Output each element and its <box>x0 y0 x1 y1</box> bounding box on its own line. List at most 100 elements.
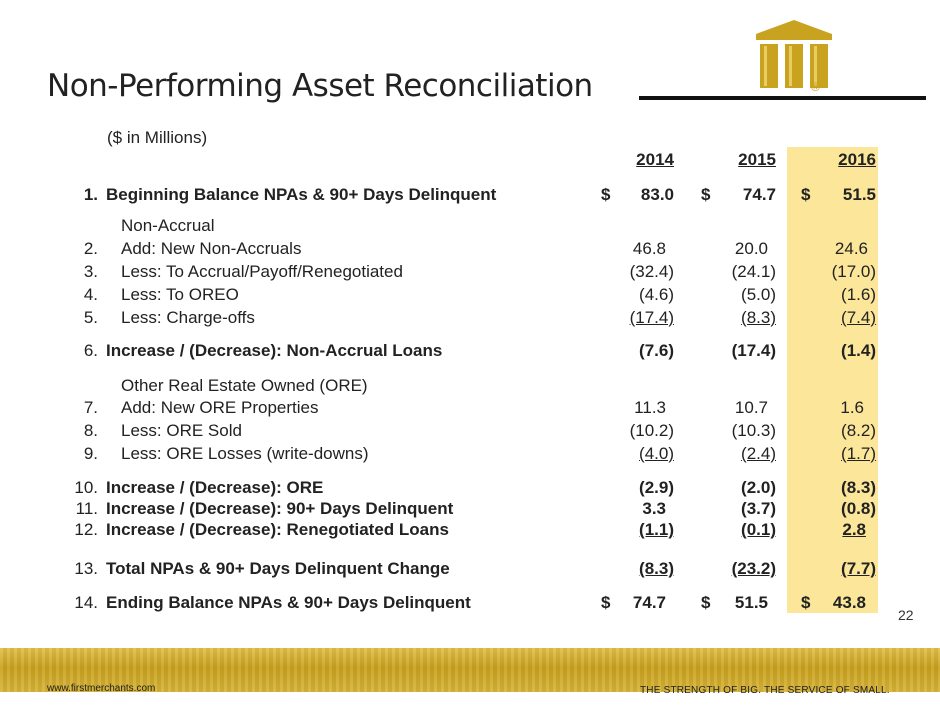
value-2014: (4.0) <box>639 444 674 463</box>
value-2015: (3.7) <box>741 499 776 518</box>
value-2015: (2.0) <box>741 478 776 497</box>
row-number: 3. <box>83 262 98 281</box>
row-number: 14. <box>74 593 98 612</box>
value-2016: (1.4) <box>841 341 876 360</box>
table-row: 8. Less: ORE Sold (10.2) (10.3) (8.2) <box>0 421 940 443</box>
value-2015: 51.5 <box>734 593 768 612</box>
row-label: Add: New ORE Properties <box>121 398 319 417</box>
value-2016: (1.6) <box>841 285 876 304</box>
table-row: 10. Increase / (Decrease): ORE (2.9) (2.… <box>0 478 940 500</box>
table-row: 9. Less: ORE Losses (write-downs) (4.0) … <box>0 444 940 466</box>
value-2014: (32.4) <box>629 262 674 281</box>
dollar-sign: $ <box>601 185 611 204</box>
value-2015: (24.1) <box>731 262 776 281</box>
value-2014: 74.7 <box>632 593 666 612</box>
value-2016: 1.6 <box>840 398 864 417</box>
row-number: 11. <box>75 499 98 518</box>
row-label: Add: New Non-Accruals <box>121 239 302 258</box>
slide-title: Non-Performing Asset Reconciliation <box>47 68 593 104</box>
footer-tagline: THE STRENGTH OF BIG. THE SERVICE OF SMAL… <box>640 685 890 696</box>
table-row: 7. Add: New ORE Properties 11.3 10.7 1.6 <box>0 398 940 420</box>
row-label: Less: To OREO <box>121 285 239 304</box>
footer-website-link[interactable]: www.firstmerchants.com <box>47 683 156 694</box>
table-row: 5. Less: Charge-offs (17.4) (8.3) (7.4) <box>0 308 940 330</box>
row-number: 1. <box>83 185 98 204</box>
value-2016: (17.0) <box>831 262 876 281</box>
value-2014: (4.6) <box>639 285 674 304</box>
value-2014: (10.2) <box>629 421 674 440</box>
row-label: Less: Charge-offs <box>121 308 255 327</box>
table-row: 12. Increase / (Decrease): Renegotiated … <box>0 520 940 542</box>
highlight-2016-column <box>787 147 878 613</box>
row-number: 2. <box>83 239 98 258</box>
value-2016: 51.5 <box>842 185 876 204</box>
dollar-sign: $ <box>801 593 811 612</box>
value-2016: (8.2) <box>841 421 876 440</box>
value-2015: (5.0) <box>741 285 776 304</box>
value-2015: (10.3) <box>731 421 776 440</box>
value-2016: (7.7) <box>841 559 876 578</box>
row-label: Less: ORE Sold <box>121 421 242 440</box>
row-number: 6. <box>83 341 98 360</box>
row-number: 9. <box>83 444 98 463</box>
value-2016: (0.8) <box>841 499 876 518</box>
value-2014: 83.0 <box>640 185 674 204</box>
year-header-2014: 2014 <box>636 150 674 169</box>
value-2014: (2.9) <box>639 478 674 497</box>
value-2016: 43.8 <box>832 593 866 612</box>
value-2015: 10.7 <box>734 398 768 417</box>
value-2015: 74.7 <box>742 185 776 204</box>
dollar-sign: $ <box>801 185 811 204</box>
row-number: 13. <box>74 559 98 578</box>
value-2014: (8.3) <box>639 559 674 578</box>
value-2015: 20.0 <box>734 239 768 258</box>
value-2016: (8.3) <box>841 478 876 497</box>
units-note: ($ in Millions) <box>107 128 208 147</box>
registered-mark: ® <box>811 80 820 94</box>
table-row: 1. Beginning Balance NPAs & 90+ Days Del… <box>0 185 940 207</box>
section-non-accrual: Non-Accrual <box>121 216 215 235</box>
section-ore: Other Real Estate Owned (ORE) <box>121 376 368 395</box>
value-2016: (1.7) <box>841 444 876 463</box>
value-2015: (0.1) <box>741 520 776 539</box>
dollar-sign: $ <box>701 185 711 204</box>
table-row: 11. Increase / (Decrease): 90+ Days Deli… <box>0 499 940 521</box>
title-underline-rule <box>639 96 926 100</box>
dollar-sign: $ <box>601 593 611 612</box>
year-header-2015: 2015 <box>738 150 776 169</box>
value-2015: (2.4) <box>741 444 776 463</box>
value-2015: (23.2) <box>731 559 776 578</box>
table-row: 14. Ending Balance NPAs & 90+ Days Delin… <box>0 593 940 615</box>
table-row: 2. Add: New Non-Accruals 46.8 20.0 24.6 <box>0 239 940 261</box>
year-header-2016: 2016 <box>838 150 876 169</box>
row-number: 10. <box>74 478 98 497</box>
row-label: Ending Balance NPAs & 90+ Days Delinquen… <box>106 593 471 612</box>
table-row: 3. Less: To Accrual/Payoff/Renegotiated … <box>0 262 940 284</box>
value-2014: (7.6) <box>639 341 674 360</box>
row-label: Beginning Balance NPAs & 90+ Days Delinq… <box>106 185 497 204</box>
value-2014: 11.3 <box>634 398 666 417</box>
value-2014: 46.8 <box>632 239 666 258</box>
row-number: 7. <box>83 398 98 417</box>
row-label: Total NPAs & 90+ Days Delinquent Change <box>106 559 450 578</box>
row-label: Less: ORE Losses (write-downs) <box>121 444 369 463</box>
row-label: Increase / (Decrease): Non-Accrual Loans <box>106 341 443 360</box>
row-label: Less: To Accrual/Payoff/Renegotiated <box>121 262 403 281</box>
row-number: 4. <box>83 285 98 304</box>
value-2016: 24.6 <box>834 239 868 258</box>
value-2014: (17.4) <box>629 308 674 327</box>
value-2016: 2.8 <box>842 520 866 539</box>
row-number: 8. <box>83 421 98 440</box>
table-row: 13. Total NPAs & 90+ Days Delinquent Cha… <box>0 559 940 581</box>
value-2015: (17.4) <box>731 341 776 360</box>
row-label: Increase / (Decrease): ORE <box>106 478 324 497</box>
row-number: 5. <box>83 308 98 327</box>
value-2014: (1.1) <box>639 520 674 539</box>
page-number: 22 <box>898 607 914 623</box>
footer-gold-band <box>0 648 940 692</box>
first-merchants-logo-icon <box>756 20 832 88</box>
table-row: 6. Increase / (Decrease): Non-Accrual Lo… <box>0 341 940 363</box>
value-2015: (8.3) <box>741 308 776 327</box>
value-2016: (7.4) <box>841 308 876 327</box>
dollar-sign: $ <box>701 593 711 612</box>
